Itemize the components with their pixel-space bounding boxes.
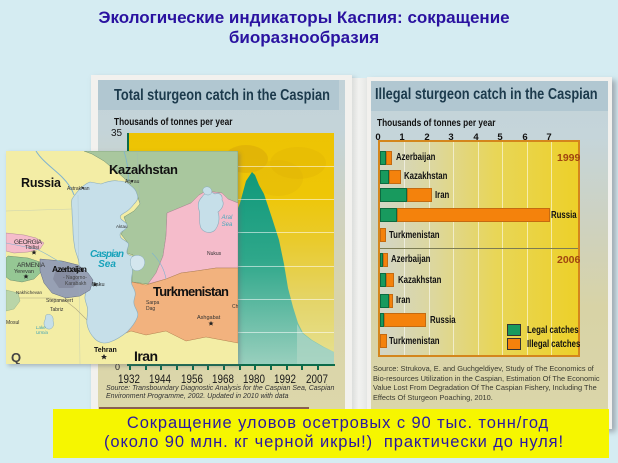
svg-text:Sea: Sea [222, 222, 233, 228]
svg-text:Q: Q [11, 350, 21, 364]
svg-text:Stepanakert: Stepanakert [46, 298, 74, 304]
svg-text:Karabakh: Karabakh [65, 281, 87, 287]
svg-text:Turkmenistan: Turkmenistan [153, 284, 229, 299]
svg-text:Aral: Aral [221, 215, 233, 221]
svg-text:Tehran: Tehran [94, 347, 117, 354]
svg-text:Astrakhan: Astrakhan [67, 186, 90, 192]
svg-text:- Nagorno-: - Nagorno- [63, 275, 87, 281]
svg-text:Urmia: Urmia [36, 330, 48, 335]
svg-text:Cha: Cha [232, 304, 238, 310]
svg-text:Aktau: Aktau [116, 224, 128, 229]
svg-text:Atyrau: Atyrau [125, 179, 140, 185]
svg-text:Lake: Lake [36, 325, 46, 330]
svg-text:Tabriz: Tabriz [50, 307, 64, 313]
svg-text:Mosul: Mosul [6, 320, 19, 326]
svg-text:Russia: Russia [21, 176, 62, 190]
svg-text:Iran: Iran [134, 348, 158, 364]
svg-text:Yerevan: Yerevan [14, 269, 34, 275]
svg-text:Azerbaijan: Azerbaijan [52, 264, 87, 274]
svg-text:Nukus: Nukus [207, 251, 222, 257]
svg-text:Sea: Sea [98, 259, 116, 270]
svg-text:Sarpa: Sarpa [146, 300, 160, 306]
svg-text:Nakhichevan: Nakhichevan [16, 290, 43, 295]
svg-text:Tbilisi: Tbilisi [25, 245, 39, 251]
svg-text:Baku: Baku [92, 282, 105, 288]
svg-text:Dag: Dag [146, 306, 155, 312]
svg-text:GEORGIA: GEORGIA [14, 239, 43, 246]
svg-text:Kazakhstan: Kazakhstan [109, 162, 178, 177]
svg-text:Caspian: Caspian [90, 249, 124, 260]
svg-text:ARMENIA: ARMENIA [17, 262, 46, 269]
svg-text:Ashgabat: Ashgabat [197, 315, 221, 321]
